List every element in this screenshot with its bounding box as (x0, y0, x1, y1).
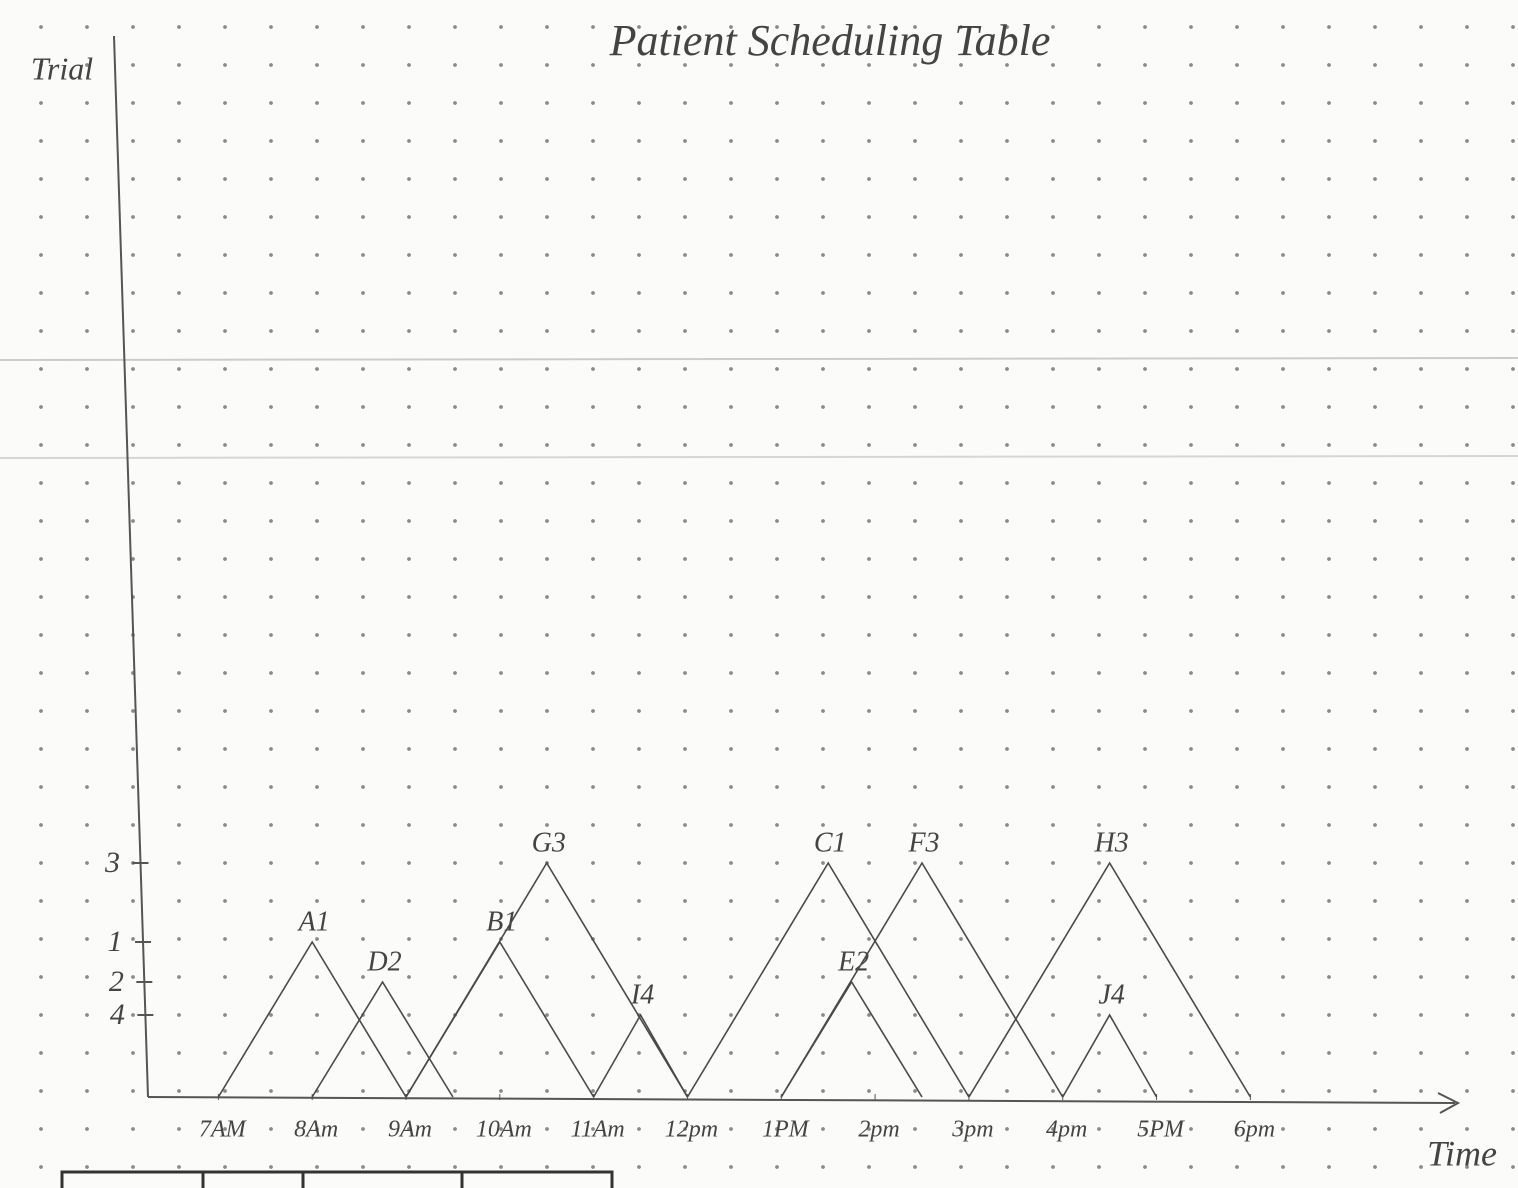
x-tick-label: 4pm (1046, 1117, 1087, 1143)
x-tick-label: 1PM (762, 1117, 811, 1143)
triangle-label: F3 (907, 827, 939, 858)
x-tick-label: 9Am (388, 1117, 432, 1143)
x-tick-label: 2pm (858, 1117, 899, 1143)
y-axis (113, 35, 149, 1098)
x-tick-label: 8Am (294, 1117, 338, 1143)
schedule-triangle (405, 940, 595, 1098)
y-tick-label: 2 (109, 965, 124, 998)
x-tick-label: 5PM (1137, 1117, 1186, 1143)
y-tick-label: 4 (110, 998, 125, 1031)
paper-fold (0, 455, 1518, 459)
schedule-triangle (592, 1013, 689, 1098)
triangle-label: D2 (366, 946, 401, 977)
schedule-triangle (311, 980, 454, 1098)
x-tick-label: 10Am (476, 1117, 532, 1143)
y-tick-label: 3 (104, 846, 120, 879)
triangle-label: E2 (837, 946, 869, 977)
x-tick-label: 3pm (951, 1117, 993, 1143)
x-axis-label: Time (1427, 1133, 1497, 1173)
triangle-label: H3 (1094, 827, 1129, 858)
schedule-triangle (1062, 1013, 1158, 1098)
y-tick-label: 1 (108, 925, 123, 958)
schedule-triangle (968, 861, 1252, 1098)
triangle-label: I4 (630, 979, 654, 1010)
paper-fold (0, 357, 1518, 361)
triangle-label: C1 (814, 827, 847, 858)
schedule-triangle (217, 940, 407, 1098)
schedule-triangle (405, 861, 689, 1098)
chart-title: Patient Scheduling Table (609, 16, 1051, 65)
x-axis (147, 1096, 1456, 1104)
x-axis-arrow (1437, 1092, 1461, 1114)
triangle-label: A1 (297, 906, 330, 937)
triangle-label: B1 (486, 906, 517, 937)
y-axis-label: Trial (31, 50, 93, 86)
schedule-triangle (780, 861, 1064, 1098)
triangle-label: J4 (1098, 979, 1124, 1010)
x-tick-label: 12pm (665, 1117, 718, 1143)
triangle-label: G3 (532, 827, 566, 858)
schedule-triangle (686, 861, 970, 1098)
table-stub (60, 1170, 614, 1188)
x-tick-label: 11Am (571, 1117, 625, 1143)
schedule-triangle (780, 980, 923, 1098)
x-tick-label: 6pm (1234, 1117, 1275, 1143)
x-tick-label: 7AM (199, 1117, 248, 1143)
